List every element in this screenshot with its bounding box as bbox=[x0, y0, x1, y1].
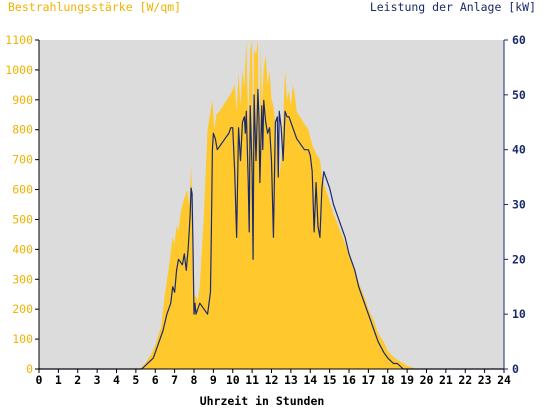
y-left-tick-label: 100 bbox=[12, 332, 33, 346]
y-left-tick-label: 0 bbox=[26, 362, 33, 376]
y-right-tick-label: 20 bbox=[512, 252, 526, 266]
y-left-tick-label: 800 bbox=[12, 123, 33, 137]
y-right-tick-label: 10 bbox=[512, 307, 526, 321]
x-tick-label: 20 bbox=[420, 373, 434, 387]
x-tick-label: 2 bbox=[74, 373, 81, 387]
x-tick-label: 17 bbox=[361, 373, 375, 387]
x-tick-label: 5 bbox=[132, 373, 139, 387]
y-right-tick-label: 30 bbox=[512, 198, 526, 212]
x-tick-label: 23 bbox=[478, 373, 492, 387]
y-right-tick-label: 40 bbox=[512, 143, 526, 157]
x-tick-label: 24 bbox=[497, 373, 511, 387]
power-line bbox=[39, 88, 504, 370]
x-tick-label: 13 bbox=[284, 373, 298, 387]
irradiance-area bbox=[39, 40, 504, 369]
y-left-tick-label: 300 bbox=[12, 272, 33, 286]
y-right-tick-label: 50 bbox=[512, 88, 526, 102]
y-left-tick-label: 900 bbox=[12, 93, 33, 107]
x-tick-label: 22 bbox=[458, 373, 472, 387]
x-tick-label: 16 bbox=[342, 373, 356, 387]
y-left-tick-label: 1100 bbox=[5, 33, 33, 47]
x-tick-label: 6 bbox=[152, 373, 159, 387]
x-tick-label: 10 bbox=[226, 373, 240, 387]
x-tick-label: 0 bbox=[36, 373, 43, 387]
y-left-tick-label: 400 bbox=[12, 242, 33, 256]
y-left-tick-label: 600 bbox=[12, 183, 33, 197]
x-tick-label: 3 bbox=[94, 373, 101, 387]
x-tick-label: 7 bbox=[171, 373, 178, 387]
x-tick-label: 1 bbox=[55, 373, 62, 387]
right-axis-title: Leistung der Anlage [kW] bbox=[370, 0, 536, 14]
y-left-tick-label: 200 bbox=[12, 302, 33, 316]
left-axis-title: Bestrahlungsstärke [W/qm] bbox=[8, 0, 181, 14]
x-tick-label: 8 bbox=[191, 373, 198, 387]
x-tick-label: 12 bbox=[265, 373, 279, 387]
y-left-tick-label: 1000 bbox=[5, 63, 33, 77]
x-tick-label: 15 bbox=[323, 373, 337, 387]
x-tick-label: 11 bbox=[245, 373, 259, 387]
y-right-tick-label: 60 bbox=[512, 33, 526, 47]
y-left-tick-label: 500 bbox=[12, 212, 33, 226]
y-left-tick-label: 700 bbox=[12, 153, 33, 167]
x-tick-label: 9 bbox=[210, 373, 217, 387]
x-tick-label: 18 bbox=[381, 373, 395, 387]
x-tick-label: 19 bbox=[400, 373, 414, 387]
x-tick-label: 14 bbox=[303, 373, 317, 387]
x-tick-label: 4 bbox=[113, 373, 120, 387]
x-tick-label: 21 bbox=[439, 373, 453, 387]
y-right-tick-label: 0 bbox=[512, 362, 519, 376]
x-axis-title: Uhrzeit in Stunden bbox=[200, 394, 325, 408]
